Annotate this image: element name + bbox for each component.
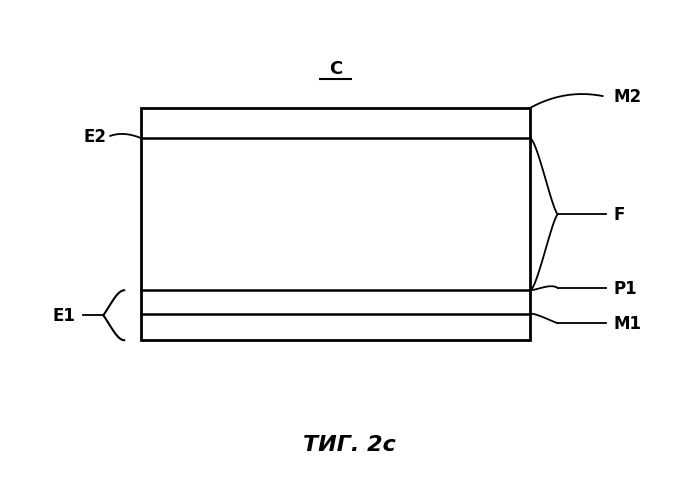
Bar — [141, 109, 530, 341]
Text: E1: E1 — [52, 306, 75, 325]
Text: E2: E2 — [84, 128, 107, 145]
Text: F: F — [613, 206, 624, 224]
Text: M2: M2 — [613, 88, 641, 106]
Text: ΤИГ. 2c: ΤИГ. 2c — [303, 434, 396, 454]
Text: P1: P1 — [613, 279, 637, 297]
Text: M1: M1 — [613, 315, 641, 332]
Text: C: C — [329, 60, 343, 78]
